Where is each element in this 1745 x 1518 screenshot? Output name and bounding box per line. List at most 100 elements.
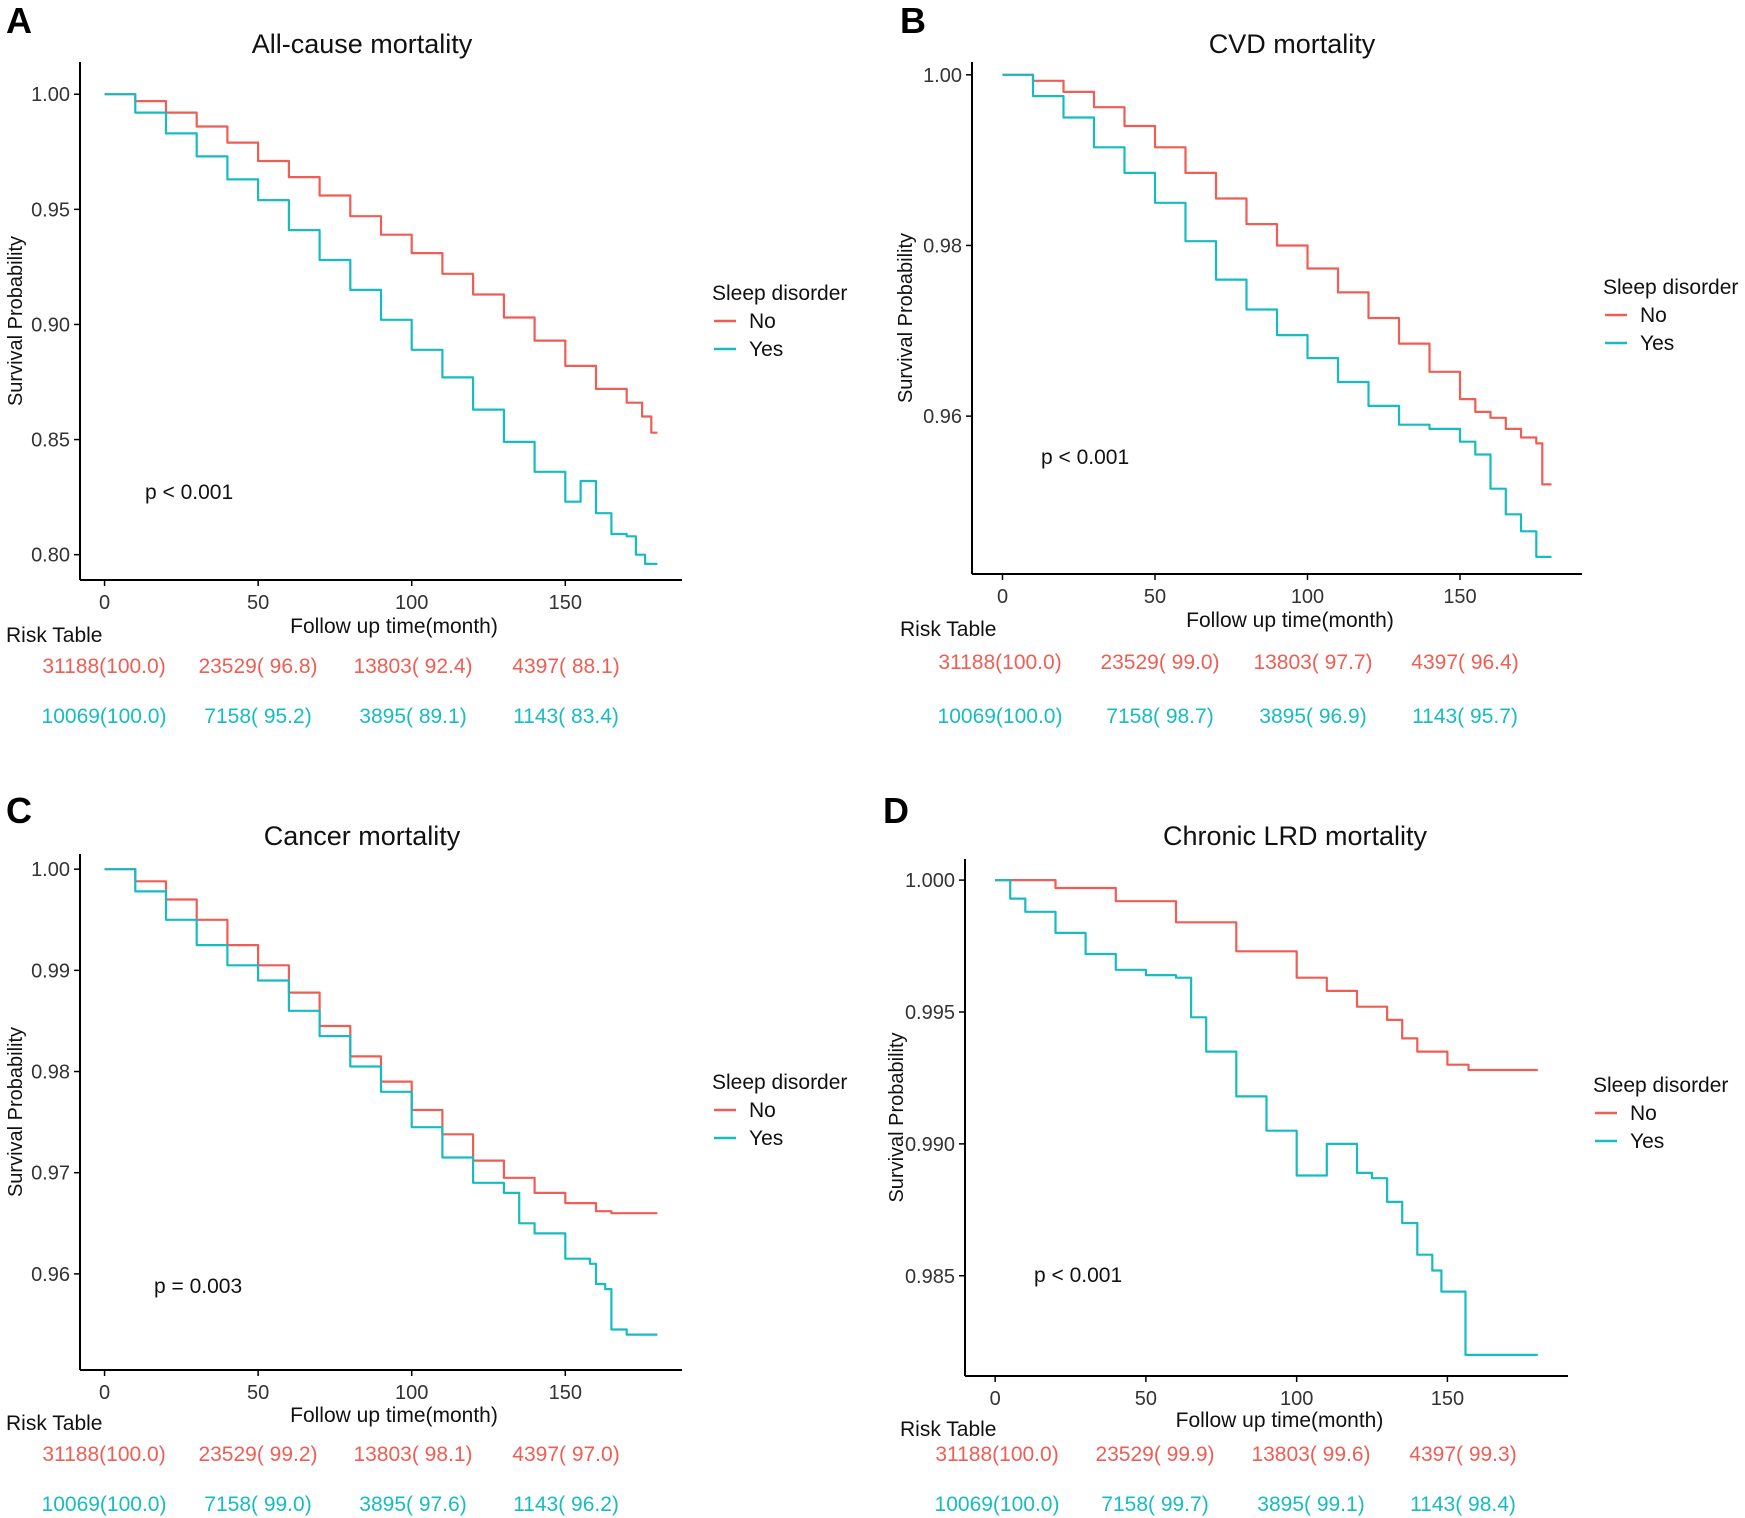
legend-title: Sleep disorder — [1603, 276, 1738, 299]
risk-table-cell-no: 4397( 96.4) — [1411, 651, 1518, 674]
legend-label-no: No — [1630, 1102, 1657, 1125]
risk-table-cell-no: 23529( 96.8) — [198, 655, 317, 678]
legend-label-no: No — [749, 1099, 776, 1122]
risk-table-cell-yes: 1143( 96.2) — [513, 1493, 619, 1516]
risk-table-cell-yes: 7158( 99.7) — [1101, 1493, 1208, 1516]
p-value-annotation: p < 0.001 — [1034, 1264, 1122, 1287]
survival-curve-no — [995, 879, 1538, 1072]
risk-table-cell-yes: 3895( 99.1) — [1257, 1493, 1364, 1516]
legend-title: Sleep disorder — [712, 1071, 847, 1094]
risk-table-cell-no: 4397( 88.1) — [512, 655, 619, 678]
legend-title: Sleep disorder — [712, 282, 847, 305]
survival-curve-yes — [1002, 73, 1552, 558]
y-axis-title: Survival Probability — [895, 233, 917, 403]
x-axis-title: Follow up time(month) — [290, 615, 498, 638]
survival-curve-no — [104, 93, 658, 434]
y-tick-label: 1.00 — [31, 859, 70, 881]
panel-label: D — [883, 790, 909, 831]
risk-table-cell-yes: 7158( 99.0) — [204, 1493, 311, 1516]
risk-table-cell-no: 31188(100.0) — [42, 655, 165, 678]
x-axis-title: Follow up time(month) — [1176, 1409, 1384, 1432]
risk-table-label: Risk Table — [6, 1412, 103, 1435]
x-tick-label: 50 — [247, 1382, 269, 1404]
y-axis-title: Survival Probability — [886, 1032, 908, 1202]
survival-curve-yes — [995, 879, 1538, 1356]
p-value-annotation: p < 0.001 — [145, 481, 233, 504]
y-tick-label: 0.80 — [31, 545, 70, 567]
y-tick-label: 0.96 — [31, 1264, 70, 1286]
chart-title: Chronic LRD mortality — [1163, 821, 1428, 851]
x-tick-label: 50 — [1144, 586, 1166, 608]
risk-table-label: Risk Table — [6, 624, 103, 647]
panel-c: C Cancer mortality 0.96 0.97 0.98 0.99 1.00 0 50… — [5, 790, 847, 1516]
panel-a: A All-cause mortality 0.80 0.85 0.90 0.95 1.00… — [5, 0, 847, 728]
survival-curve-yes — [104, 93, 658, 565]
p-value-annotation: p = 0.003 — [154, 1275, 242, 1298]
y-tick-label: 0.99 — [31, 960, 70, 982]
y-tick-label: 0.98 — [923, 235, 962, 257]
chart-title: CVD mortality — [1209, 29, 1376, 59]
x-tick-label: 50 — [1135, 1388, 1157, 1410]
risk-table-cell-no: 13803( 97.7) — [1253, 651, 1372, 674]
risk-table-cell-yes: 10069(100.0) — [935, 1493, 1060, 1516]
y-tick-label: 0.85 — [31, 430, 70, 452]
risk-table-cell-yes: 1143( 98.4) — [1410, 1493, 1516, 1516]
risk-table-label: Risk Table — [900, 1418, 997, 1441]
legend-label-no: No — [749, 310, 776, 333]
legend-label-yes: Yes — [749, 1127, 783, 1150]
x-tick-label: 150 — [1443, 586, 1476, 608]
panel-b: B CVD mortality 0.96 0.98 1.00 0 50 100 150 Follo… — [895, 0, 1738, 728]
x-tick-label: 100 — [1280, 1388, 1313, 1410]
panel-label: C — [6, 790, 32, 831]
legend-label-no: No — [1640, 304, 1667, 327]
x-tick-label: 100 — [395, 1382, 428, 1404]
risk-table-cell-yes: 10069(100.0) — [938, 705, 1063, 728]
risk-table-cell-yes: 3895( 96.9) — [1259, 705, 1366, 728]
p-value-annotation: p < 0.001 — [1041, 446, 1129, 469]
x-tick-label: 0 — [99, 1382, 110, 1404]
y-tick-label: 1.00 — [31, 84, 70, 106]
risk-table-cell-yes: 1143( 83.4) — [513, 705, 619, 728]
x-tick-label: 0 — [990, 1388, 1001, 1410]
risk-table-cell-yes: 10069(100.0) — [42, 1493, 167, 1516]
x-tick-label: 0 — [997, 586, 1008, 608]
risk-table-cell-no: 4397( 97.0) — [512, 1443, 619, 1466]
y-tick-label: 0.985 — [905, 1266, 955, 1288]
panel-d: D Chronic LRD mortality 0.985 0.990 0.995 1.0… — [883, 790, 1728, 1516]
chart-title: All-cause mortality — [252, 29, 473, 59]
y-tick-label: 0.990 — [905, 1134, 955, 1156]
x-tick-label: 100 — [1291, 586, 1324, 608]
risk-table-cell-yes: 7158( 98.7) — [1106, 705, 1213, 728]
risk-table-cell-no: 31188(100.0) — [938, 651, 1061, 674]
y-tick-label: 0.96 — [923, 406, 962, 428]
y-tick-label: 1.000 — [905, 870, 955, 892]
panel-label: A — [6, 0, 32, 41]
survival-curve-yes — [104, 868, 658, 1336]
legend-title: Sleep disorder — [1593, 1074, 1728, 1097]
y-tick-label: 0.90 — [31, 314, 70, 336]
y-tick-label: 1.00 — [923, 65, 962, 87]
x-tick-label: 0 — [99, 592, 110, 614]
risk-table-cell-yes: 3895( 89.1) — [359, 705, 466, 728]
risk-table-label: Risk Table — [900, 618, 997, 641]
risk-table-cell-yes: 3895( 97.6) — [359, 1493, 466, 1516]
x-tick-label: 150 — [549, 1382, 582, 1404]
y-tick-label: 0.97 — [31, 1163, 70, 1185]
risk-table-cell-no: 13803( 98.1) — [353, 1443, 472, 1466]
risk-table-cell-no: 23529( 99.0) — [1100, 651, 1219, 674]
x-axis-title: Follow up time(month) — [290, 1404, 498, 1427]
y-tick-label: 0.995 — [905, 1002, 955, 1024]
legend-label-yes: Yes — [1640, 332, 1674, 355]
risk-table-cell-no: 31188(100.0) — [935, 1443, 1058, 1466]
risk-table-cell-no: 13803( 99.6) — [1251, 1443, 1370, 1466]
legend-label-yes: Yes — [749, 338, 783, 361]
x-tick-label: 50 — [247, 592, 269, 614]
risk-table-cell-yes: 7158( 95.2) — [204, 705, 311, 728]
y-axis-title: Survival Probability — [5, 236, 27, 406]
chart-title: Cancer mortality — [264, 821, 461, 851]
y-tick-label: 0.98 — [31, 1062, 70, 1084]
risk-table-cell-no: 13803( 92.4) — [353, 655, 472, 678]
x-tick-label: 100 — [395, 592, 428, 614]
y-tick-label: 0.95 — [31, 199, 70, 221]
